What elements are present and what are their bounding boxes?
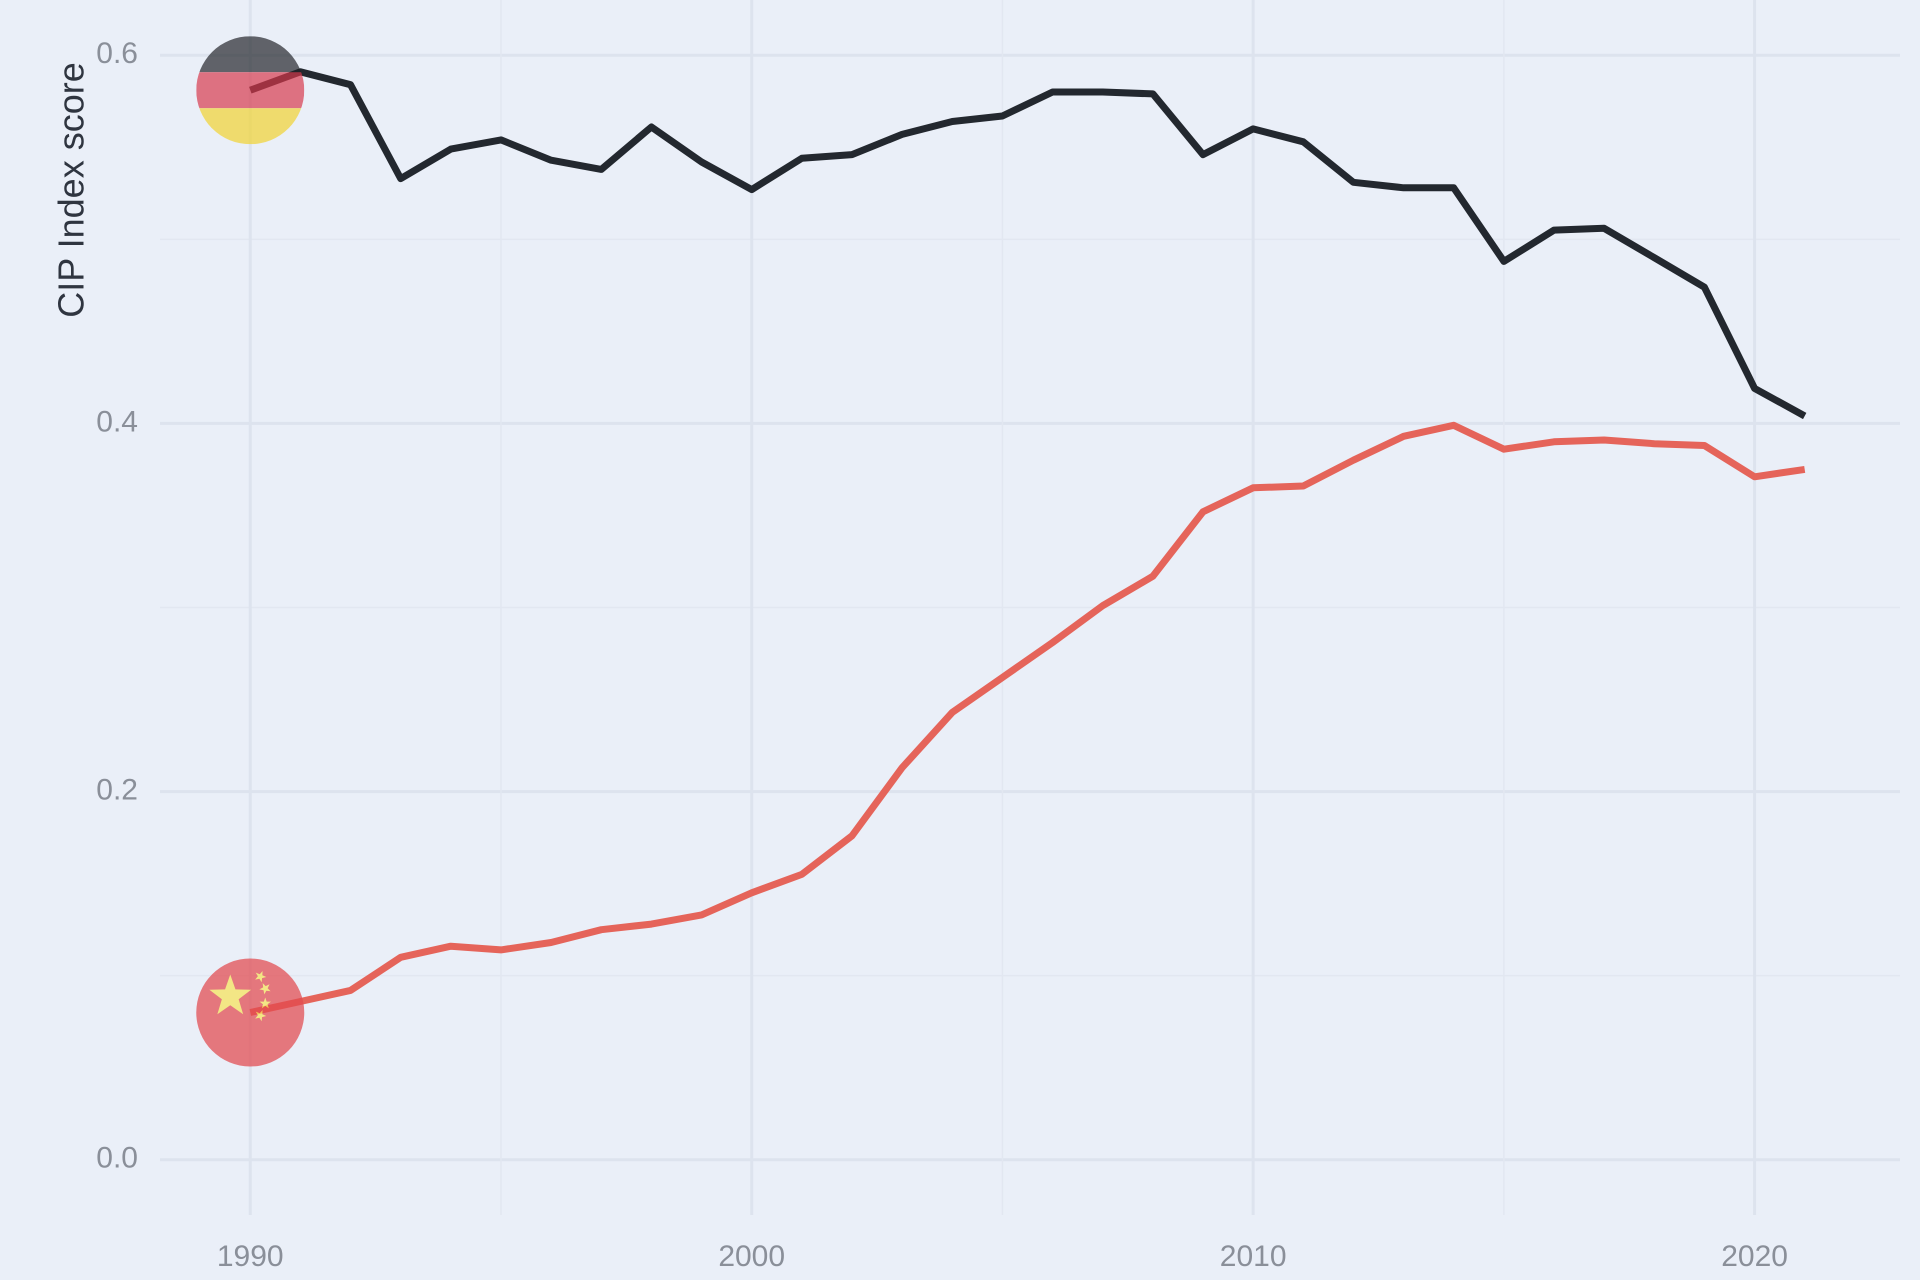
- y-tick-label: 0.2: [96, 774, 138, 807]
- series-line-1: [249, 68, 1807, 420]
- x-tick-label: 1990: [217, 1240, 284, 1273]
- y-axis-label: CIP Index score: [51, 62, 92, 317]
- y-tick-label: 0.6: [96, 37, 138, 70]
- china-flag-icon: [196, 958, 305, 1067]
- x-tick-label: 2020: [1721, 1240, 1788, 1273]
- germany-flag-icon: [196, 36, 305, 145]
- y-tick-label: 0.4: [96, 405, 138, 438]
- series-line-2: [249, 421, 1806, 1016]
- y-tick-label: 0.0: [96, 1142, 138, 1175]
- x-tick-label: 2000: [718, 1240, 785, 1273]
- x-tick-label: 2010: [1220, 1240, 1287, 1273]
